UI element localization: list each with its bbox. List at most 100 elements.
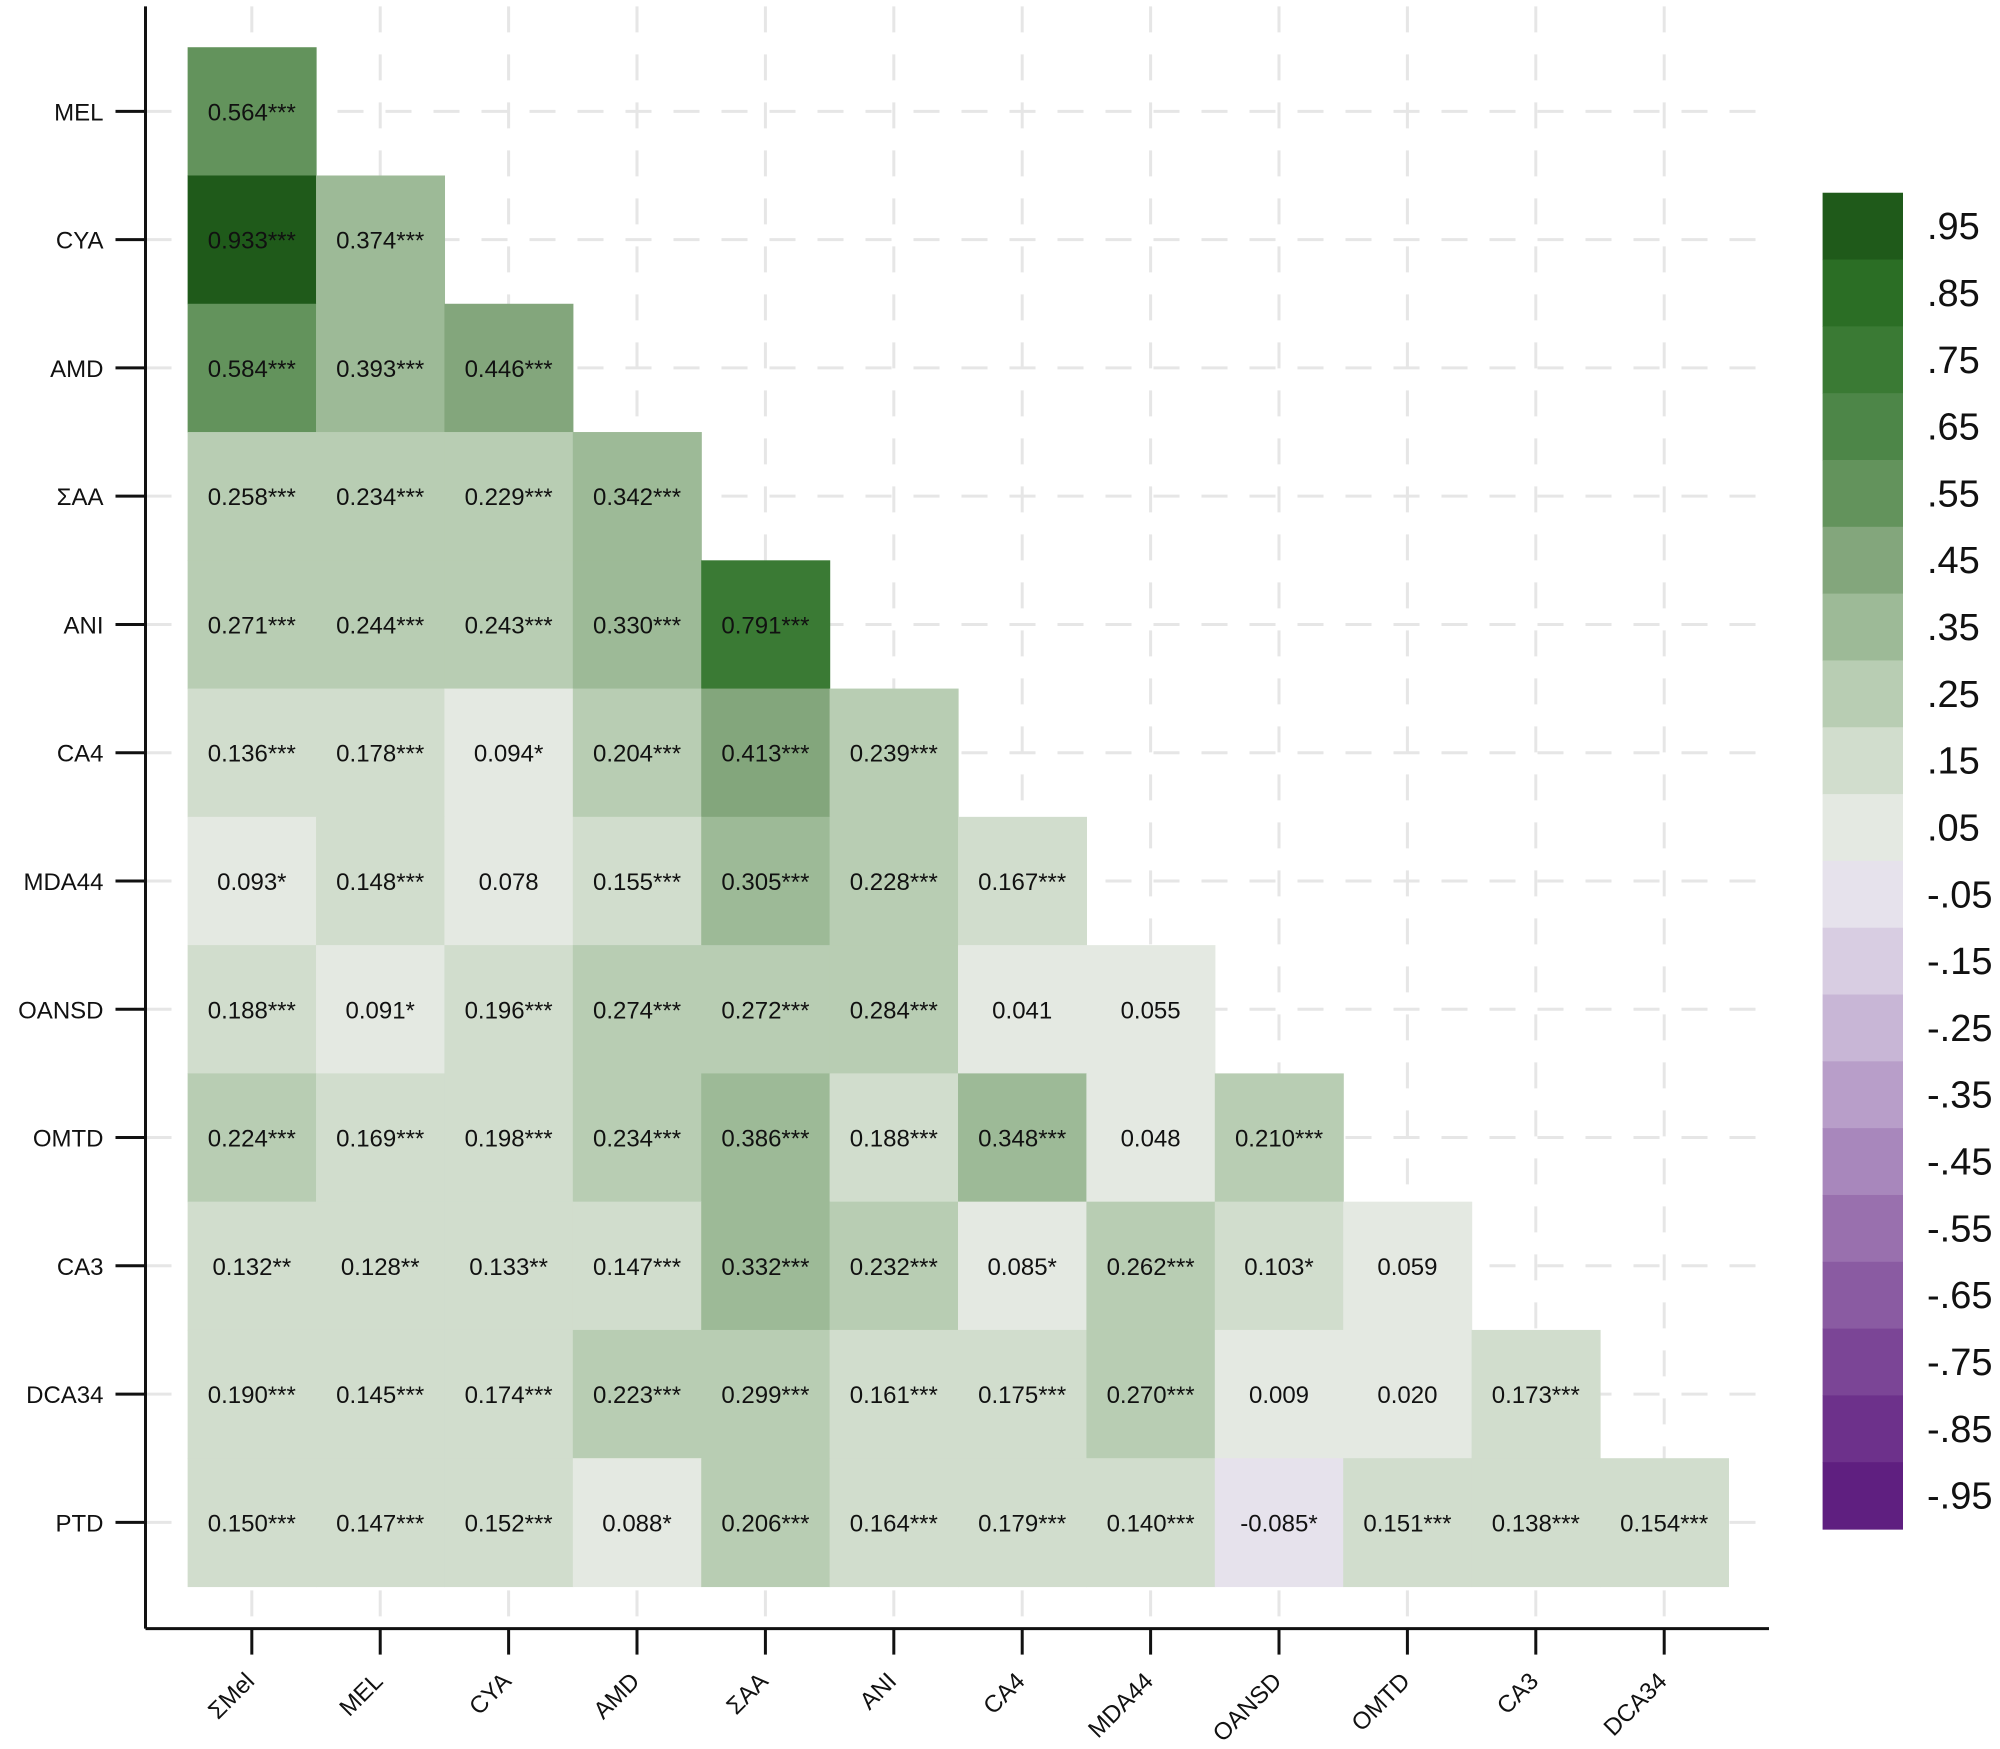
heatmap-cell (701, 1201, 831, 1331)
colorbar-tick-label: .25 (1927, 674, 1980, 716)
heatmap-cell (444, 688, 574, 818)
cell-value-label: 0.348*** (978, 1126, 1066, 1153)
cell-value-label: 0.564*** (208, 99, 296, 126)
cell-value-label: 0.059 (1377, 1254, 1437, 1281)
colorbar-bin (1822, 259, 1903, 327)
cell-value-label: 0.041 (992, 997, 1052, 1024)
cell-value-label: 0.048 (1121, 1126, 1181, 1153)
heatmap-cell (187, 47, 317, 177)
cell-value-label: 0.138*** (1492, 1510, 1580, 1537)
cell-value-label: 0.091* (346, 997, 415, 1024)
heatmap-cell (701, 1458, 831, 1588)
heatmap-cell (572, 1201, 702, 1331)
cell-value-label: 0.274*** (593, 997, 681, 1024)
cell-value-label: 0.210*** (1235, 1126, 1323, 1153)
x-tick-label: MEL (334, 1668, 388, 1722)
heatmap-cell (572, 816, 702, 946)
colorbar-tick-label: .75 (1927, 340, 1980, 382)
cell-value-label: 0.223*** (593, 1382, 681, 1409)
colorbar-bin (1822, 927, 1903, 996)
cell-value-label: 0.244*** (336, 612, 424, 639)
cell-value-label: 0.196*** (465, 997, 553, 1024)
cell-value-label: 0.224*** (208, 1126, 296, 1153)
heatmap-cell (958, 1329, 1088, 1459)
cell-value-label: 0.446*** (465, 356, 553, 383)
heatmap-cell (316, 303, 446, 433)
cell-value-label: 0.299*** (721, 1382, 809, 1409)
colorbar-tick-label: -.25 (1927, 1008, 1992, 1050)
cell-value-label: 0.179*** (978, 1510, 1066, 1537)
heatmap-cell (187, 560, 317, 690)
colorbar-bin (1822, 727, 1903, 795)
heatmap-cell (444, 303, 574, 433)
cell-value-label: 0.386*** (721, 1126, 809, 1153)
cell-value-label: 0.155*** (593, 869, 681, 896)
cell-value-label: 0.078 (479, 869, 539, 896)
heatmap-cell (829, 1201, 959, 1331)
heatmap-cell (1600, 1458, 1729, 1588)
colorbar-tick-label: .65 (1927, 407, 1980, 449)
heatmap-cell (444, 1073, 574, 1203)
heatmap-cell (316, 1201, 446, 1331)
heatmap-cell (316, 1329, 446, 1459)
cell-value-label: 0.132** (212, 1254, 291, 1281)
heatmap-cell (316, 432, 446, 561)
heatmap-cell (572, 560, 702, 690)
cell-value-label: 0.188*** (850, 1126, 938, 1153)
heatmap-cell (444, 432, 574, 561)
x-tick-label: DCA34 (1599, 1668, 1673, 1742)
cell-value-label: 0.198*** (465, 1126, 553, 1153)
cell-value-label: 0.088* (602, 1510, 671, 1537)
colorbar-bin (1822, 459, 1903, 528)
cell-value-label: 0.305*** (721, 869, 809, 896)
colorbar-tick-label: .15 (1927, 741, 1980, 783)
cell-value-label: 0.584*** (208, 356, 296, 383)
y-tick-label: AMD (50, 356, 103, 383)
heatmap-cell (958, 1073, 1088, 1203)
axes (144, 6, 1769, 1631)
cell-value-label: 0.151*** (1363, 1510, 1451, 1537)
cell-value-label: 0.272*** (721, 997, 809, 1024)
cell-value-label: 0.178*** (336, 741, 424, 768)
heatmap-cell (1086, 945, 1216, 1074)
cell-value-label: 0.271*** (208, 612, 296, 639)
heatmap-cell (187, 432, 317, 561)
y-tick-label: PTD (56, 1510, 104, 1537)
colorbar-bin (1822, 393, 1903, 461)
cell-value-label: 0.229*** (465, 484, 553, 511)
cell-value-label: -0.085* (1240, 1510, 1317, 1537)
cell-value-label: 0.342*** (593, 484, 681, 511)
cell-value-label: 0.094* (474, 741, 543, 768)
heatmap-cell (187, 1458, 317, 1588)
cell-value-label: 0.020 (1377, 1382, 1437, 1409)
colorbar-tick-label: -.95 (1927, 1476, 1992, 1518)
y-tick-label: ANI (63, 612, 103, 639)
heatmap-cell (1471, 1329, 1601, 1459)
heatmap-cell (316, 1073, 446, 1203)
cell-value-label: 0.167*** (978, 869, 1066, 896)
heatmap-cell (1343, 1201, 1473, 1331)
cell-value-label: 0.174*** (465, 1382, 553, 1409)
heatmap-cell (572, 1329, 702, 1459)
colorbar-bin (1822, 326, 1903, 394)
x-tick-label: CA3 (1492, 1668, 1544, 1720)
heatmap-cell (444, 1329, 574, 1459)
heatmap-cell (1214, 1073, 1344, 1203)
x-tick-label: AMD (588, 1668, 645, 1725)
heatmap-cell (1343, 1329, 1473, 1459)
heatmap-cell (829, 688, 959, 818)
cell-value-label: 0.148*** (336, 869, 424, 896)
cell-value-label: 0.009 (1249, 1382, 1309, 1409)
colorbar-bin (1822, 794, 1903, 862)
x-tick-label: MDA44 (1083, 1668, 1159, 1744)
heatmap-cell (444, 945, 574, 1074)
cell-value-label: 0.413*** (721, 741, 809, 768)
heatmap-cell (316, 560, 446, 690)
heatmap-cell (187, 175, 317, 305)
heatmap-cell (316, 1458, 446, 1588)
cell-value-label: 0.330*** (593, 612, 681, 639)
heatmap-cell (1343, 1458, 1473, 1588)
cell-value-label: 0.232*** (850, 1254, 938, 1281)
y-axis-labels: MEL CYA AMD ΣAA ANI CA4 MDA44 OANSD OMTD CA3 DCA34… (18, 99, 146, 1537)
cell-value-label: 0.133** (469, 1254, 548, 1281)
